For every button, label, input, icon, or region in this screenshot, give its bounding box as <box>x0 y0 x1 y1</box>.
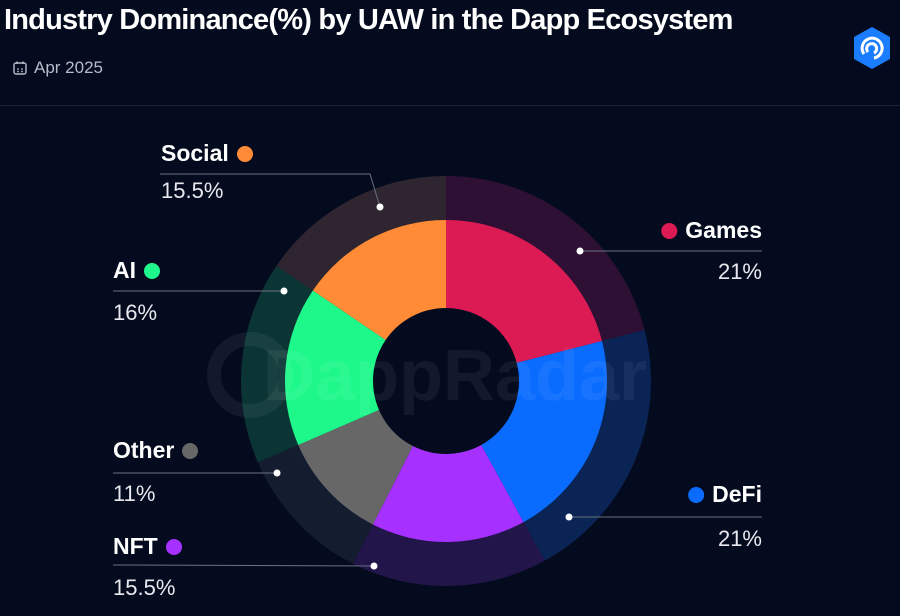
label-text: Games <box>685 217 762 243</box>
value-label-social: 15.5% <box>161 178 224 203</box>
legend-dot <box>661 222 678 239</box>
legend-dot <box>236 145 253 162</box>
legend-dot <box>688 486 705 503</box>
header-divider <box>0 105 900 106</box>
ring-segment-social <box>276 176 446 292</box>
slice-games <box>446 220 602 363</box>
slice-nft <box>372 444 524 542</box>
leader-dot-other <box>273 469 281 477</box>
legend-dot <box>165 538 182 555</box>
leader-line-social <box>160 173 381 208</box>
value-label-defi: 21% <box>717 526 762 551</box>
ring-segment-nft <box>352 521 545 587</box>
legend-label-nft: NFT <box>113 533 182 560</box>
ring-segment-defi <box>523 330 651 561</box>
watermark: DappRadar <box>263 336 647 416</box>
legend-dot <box>182 442 199 459</box>
date-label: Apr 2025 <box>12 58 103 78</box>
ring-segment-other <box>257 444 374 564</box>
date-text: Apr 2025 <box>34 58 103 77</box>
label-text: DeFi <box>712 481 762 507</box>
leader-dot-defi <box>565 513 573 521</box>
slice-other <box>298 409 413 525</box>
legend-dot <box>144 262 160 279</box>
leader-dot-games <box>576 247 584 255</box>
value-label-ai: 16% <box>113 300 158 325</box>
slice-ai <box>285 290 386 445</box>
legend-label-games: Games <box>661 217 762 244</box>
watermark-logo-icon <box>207 332 293 418</box>
label-text: NFT <box>113 533 158 559</box>
slice-defi <box>481 340 607 523</box>
legend-label-defi: DeFi <box>688 481 762 508</box>
legend-label-other: Other <box>113 437 199 464</box>
legend-label-ai: AI <box>113 257 160 284</box>
leader-dot-social <box>376 203 384 211</box>
dappradar-logo <box>854 27 890 69</box>
calendar-icon <box>13 61 27 75</box>
leader-dot-ai <box>280 287 288 295</box>
label-text: AI <box>113 257 136 283</box>
label-text: Social <box>161 140 229 166</box>
label-text: Other <box>113 437 175 463</box>
chart-title: Industry Dominance(%) by UAW in the Dapp… <box>4 4 733 36</box>
legend-label-social: Social <box>161 140 253 167</box>
ring-segment-games <box>446 176 645 342</box>
value-label-nft: 15.5% <box>113 575 176 600</box>
leader-dot-nft <box>370 562 378 570</box>
value-label-games: 21% <box>717 259 762 284</box>
value-label-other: 11% <box>113 481 156 506</box>
ring-segment-ai <box>241 265 314 463</box>
slice-social <box>312 220 446 340</box>
leader-line-nft <box>112 564 375 567</box>
